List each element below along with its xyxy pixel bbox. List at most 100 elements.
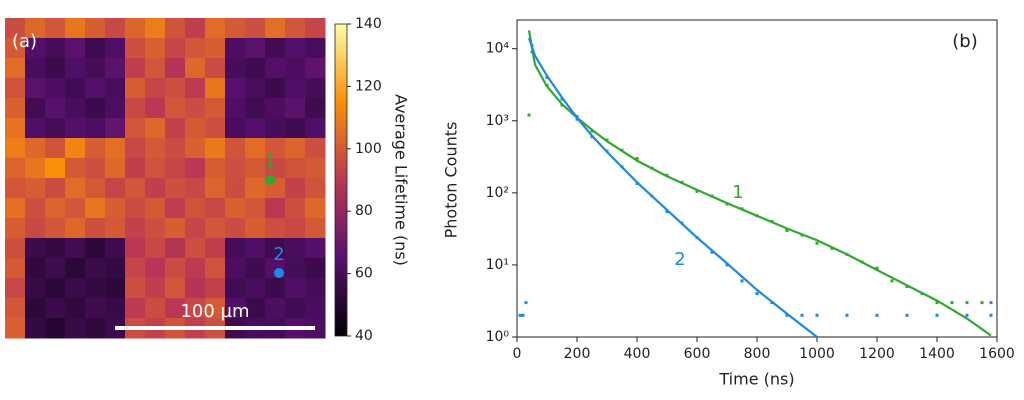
heatmap-cell <box>25 318 46 339</box>
heatmap-cell <box>225 218 246 239</box>
heatmap-cell <box>45 138 66 159</box>
heatmap-cell <box>165 58 186 79</box>
heatmap-cell <box>5 178 26 199</box>
heatmap-cell <box>185 258 206 279</box>
heatmap-cell <box>85 78 106 99</box>
heatmap-cell <box>285 218 306 239</box>
heatmap-cell <box>205 78 226 99</box>
heatmap-cell <box>205 18 226 39</box>
heatmap-cell <box>225 138 246 159</box>
heatmap-cell <box>65 278 86 299</box>
heatmap-cell <box>205 238 226 259</box>
data-point <box>905 313 909 317</box>
y-tick-label: 10¹ <box>486 257 509 273</box>
heatmap-cell <box>245 298 266 319</box>
heatmap-cell <box>305 178 326 199</box>
heatmap-cell <box>225 198 246 219</box>
heatmap-cell <box>85 298 106 319</box>
colorbar-label: Average Lifetime (ns) <box>392 94 411 266</box>
heatmap-cell <box>45 118 66 139</box>
x-tick-label: 600 <box>684 346 711 362</box>
heatmap-cell <box>25 158 46 179</box>
heatmap-cell <box>45 178 66 199</box>
data-point <box>785 229 789 233</box>
heatmap-cell <box>285 178 306 199</box>
heatmap-cell <box>105 178 126 199</box>
heatmap-cell <box>5 58 26 79</box>
data-point <box>665 210 669 214</box>
heatmap-cell <box>165 278 186 299</box>
data-point <box>518 313 522 317</box>
heatmap-cell <box>145 218 166 239</box>
heatmap-cell <box>265 78 286 99</box>
heatmap-cell <box>65 298 86 319</box>
heatmap-cell <box>85 138 106 159</box>
heatmap-cell <box>165 298 186 319</box>
heatmap-cell <box>45 38 66 59</box>
heatmap-cell <box>145 18 166 39</box>
heatmap-cell <box>205 258 226 279</box>
heatmap-cell <box>165 198 186 219</box>
heatmap-cell <box>285 138 306 159</box>
heatmap-cell <box>25 98 46 119</box>
heatmap-cell <box>305 258 326 279</box>
heatmap-cell <box>65 178 86 199</box>
heatmap-cell <box>265 158 286 179</box>
heatmap-cell <box>45 158 66 179</box>
heatmap-cell <box>185 138 206 159</box>
heatmap-cell <box>285 158 306 179</box>
heatmap-cell <box>205 98 226 119</box>
heatmap-cell <box>45 278 66 299</box>
heatmap-cell <box>85 58 106 79</box>
heatmap-cell <box>225 158 246 179</box>
fit-line <box>527 37 818 338</box>
heatmap-cell <box>145 98 166 119</box>
heatmap-cell <box>145 58 166 79</box>
heatmap-cell <box>5 298 26 319</box>
data-point <box>524 301 528 305</box>
heatmap-cell <box>85 278 106 299</box>
heatmap-cell <box>225 118 246 139</box>
heatmap-cell <box>285 258 306 279</box>
heatmap-cell <box>105 278 126 299</box>
heatmap-cell <box>305 318 326 339</box>
heatmap-cell <box>265 298 286 319</box>
heatmap-cell <box>25 178 46 199</box>
heatmap-cell <box>205 278 226 299</box>
y-axis-label: Photon Counts <box>442 122 461 239</box>
heatmap-cell <box>185 98 206 119</box>
colorbar-tick-label: 100 <box>355 141 382 157</box>
heatmap-cell <box>245 38 266 59</box>
heatmap-cell <box>225 178 246 199</box>
heatmap-cell <box>25 198 46 219</box>
heatmap-cell <box>45 238 66 259</box>
heatmap-cell <box>305 218 326 239</box>
heatmap-cell <box>285 278 306 299</box>
heatmap-cell <box>85 18 106 39</box>
heatmap-cell <box>5 238 26 259</box>
heatmap-cell <box>25 78 46 99</box>
colorbar-tick-label: 120 <box>355 78 382 94</box>
x-tick-label: 0 <box>513 346 522 362</box>
heatmap-cell <box>205 218 226 239</box>
heatmap-cell <box>105 238 126 259</box>
heatmap-cell <box>205 158 226 179</box>
colorbar <box>334 23 348 337</box>
heatmap-cell <box>205 298 226 319</box>
heatmap-cell <box>145 298 166 319</box>
heatmap-cell <box>125 58 146 79</box>
heatmap-cell <box>185 118 206 139</box>
heatmap-cell <box>65 118 86 139</box>
heatmap-cell <box>225 18 246 39</box>
heatmap-cell <box>5 38 26 59</box>
heatmap-cell <box>245 58 266 79</box>
heatmap-cell <box>105 118 126 139</box>
data-point <box>980 301 984 305</box>
heatmap-cell <box>265 18 286 39</box>
heatmap-cell <box>165 38 186 59</box>
heatmap-cell <box>5 218 26 239</box>
heatmap-cell <box>125 178 146 199</box>
heatmap-cell <box>185 178 206 199</box>
panel-label: (a) <box>12 31 37 52</box>
